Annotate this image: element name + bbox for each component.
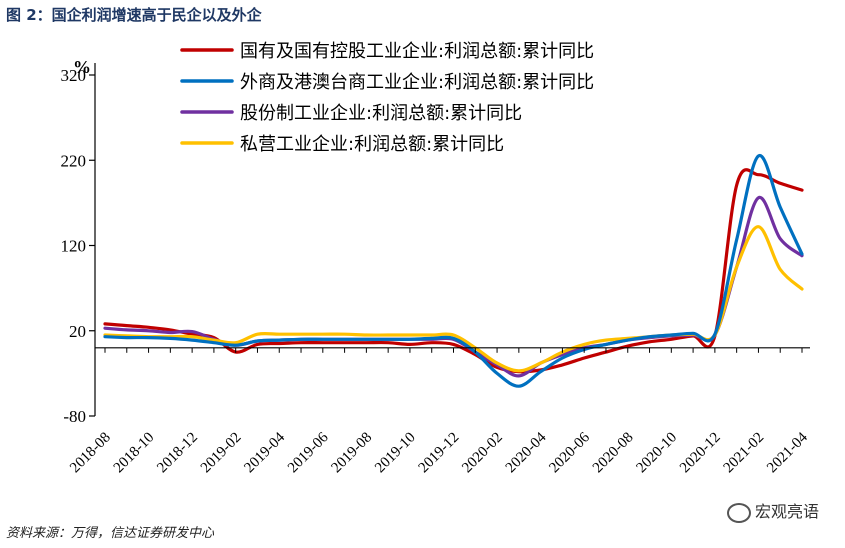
wechat-icon xyxy=(726,502,751,523)
y-tick-label: -80 xyxy=(63,407,86,426)
x-tick-label: 2019-08 xyxy=(329,430,376,477)
y-tick-label: 320 xyxy=(61,66,87,85)
x-tick-label: 2018-10 xyxy=(111,430,158,477)
legend-label-3: 股份制工业企业:利润总额:累计同比 xyxy=(240,103,522,124)
x-tick-label: 2020-02 xyxy=(459,430,506,477)
x-tick-label: 2019-12 xyxy=(416,430,463,477)
y-unit-label: % xyxy=(73,57,91,77)
y-tick-label: 220 xyxy=(61,151,87,170)
x-tick-label: 2019-04 xyxy=(241,429,288,476)
x-tick-label: 2020-10 xyxy=(633,430,680,477)
x-tick-label: 2019-06 xyxy=(285,429,332,476)
x-tick-label: 2021-02 xyxy=(721,430,768,477)
watermark: 宏观亮语 xyxy=(726,498,819,523)
figure-title: 图 2：国企利润增速高于民企以及外企 xyxy=(6,6,262,24)
x-tick-label: 2020-08 xyxy=(590,430,637,477)
x-tick-label: 2019-10 xyxy=(372,430,419,477)
chart-legend: 国有及国有控股工业企业:利润总额:累计同比外商及港澳台商工业企业:利润总额:累计… xyxy=(180,41,594,155)
x-tick-label: 2021-04 xyxy=(764,429,811,476)
x-tick-label: 2019-02 xyxy=(198,430,245,477)
y-tick-label: 20 xyxy=(69,322,86,341)
x-tick-label: 2020-12 xyxy=(677,430,724,477)
x-tick-label: 2018-08 xyxy=(67,430,114,477)
x-tick-label: 2020-06 xyxy=(546,429,593,476)
x-tick-label: 2018-12 xyxy=(154,430,201,477)
legend-label-1: 国有及国有控股工业企业:利润总额:累计同比 xyxy=(240,41,594,62)
series-line-2 xyxy=(103,154,804,388)
x-tick-label: 2020-04 xyxy=(503,429,550,476)
source-note: 资料来源：万得，信达证券研发中心 xyxy=(6,526,215,541)
y-tick-label: 120 xyxy=(61,237,87,256)
legend-label-4: 私营工业企业:利润总额:累计同比 xyxy=(240,134,504,155)
series-lines xyxy=(103,154,804,388)
watermark-text: 宏观亮语 xyxy=(754,502,819,521)
legend-label-2: 外商及港澳台商工业企业:利润总额:累计同比 xyxy=(240,72,594,93)
